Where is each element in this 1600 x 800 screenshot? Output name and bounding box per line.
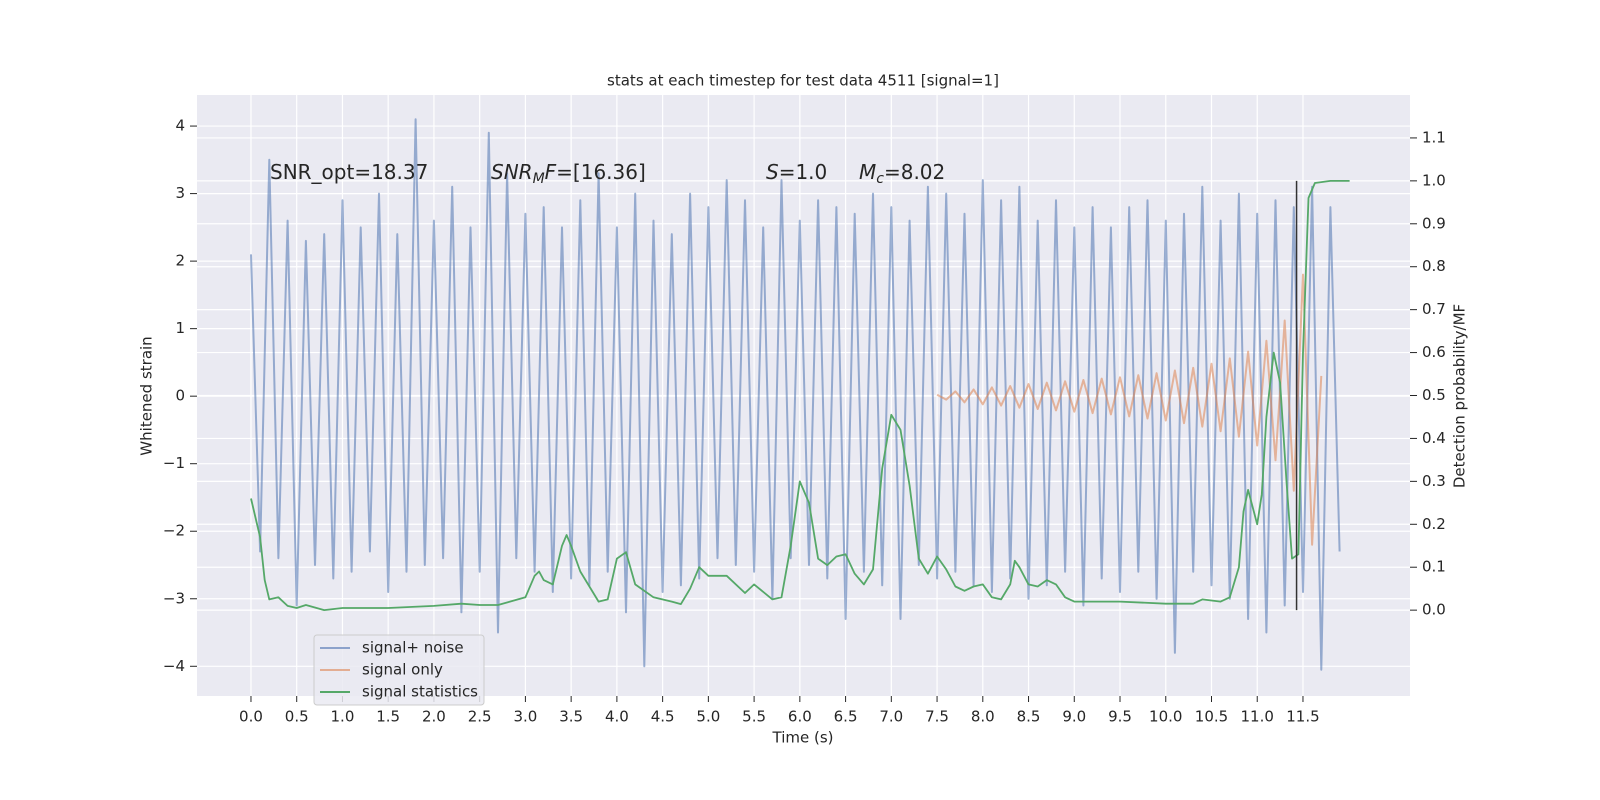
annotation-part: F [545, 160, 557, 184]
annotation-part: =1.0 [779, 160, 828, 184]
annotation-part: c [876, 171, 884, 187]
x-tick-label: 5.0 [696, 708, 720, 726]
x-tick-label: 10.5 [1195, 708, 1228, 726]
x-tick-label: 2.5 [468, 708, 492, 726]
annotation: Mc=8.02 [859, 160, 945, 188]
y-tick-label: 3 [175, 184, 185, 202]
y-tick-label: −2 [163, 522, 185, 540]
x-tick-label: 8.5 [1017, 708, 1041, 726]
legend-label: signal only [362, 661, 443, 679]
y2-tick-label: 0.0 [1422, 601, 1446, 619]
x-tick-label: 7.5 [925, 708, 949, 726]
x-tick-label: 3.0 [513, 708, 537, 726]
y2-axis-label: Detection probability/MF [1451, 304, 1469, 488]
x-tick-label: 0.0 [239, 708, 263, 726]
series-line [936, 273, 1323, 546]
annotation: SNRMF=[16.36] [491, 160, 646, 188]
x-tick-label: 5.5 [742, 708, 766, 726]
y2-tick-label: 0.7 [1422, 300, 1446, 318]
annotation-part: SNR [491, 160, 533, 184]
y2-tick-label: 0.5 [1422, 386, 1446, 404]
y2-tick-label: 0.6 [1422, 343, 1446, 361]
x-tick-label: 6.0 [788, 708, 812, 726]
x-tick-label: 2.0 [422, 708, 446, 726]
x-axis-label: Time (s) [772, 729, 834, 747]
y-axis-label: Whitened strain [138, 336, 156, 455]
x-tick-label: 1.5 [376, 708, 400, 726]
y-tick-label: 2 [175, 252, 185, 270]
y-tick-label: −3 [163, 589, 185, 607]
y2-tick-label: 0.4 [1422, 429, 1446, 447]
annotation-part: SNR_opt=18.37 [270, 160, 428, 184]
y-tick-label: 0 [175, 387, 185, 405]
x-tick-label: 10.0 [1149, 708, 1182, 726]
x-tick-label: 9.0 [1062, 708, 1086, 726]
y2-tick-label: 0.1 [1422, 558, 1446, 576]
annotation-part: =[16.36] [556, 160, 646, 184]
series-line [250, 118, 1341, 671]
y2-tick-label: 0.3 [1422, 472, 1446, 490]
x-tick-label: 0.5 [285, 708, 309, 726]
labels: 0.0 0.5 1.0 1.5 2.0 2.5 3.0 3.5 4.0 4.5 5.0 5.5 6.0 6… [163, 117, 1446, 726]
y2-tick-label: 0.9 [1422, 214, 1446, 232]
annotation: SNR_opt=18.37 [270, 160, 428, 184]
x-tick-label: 9.5 [1108, 708, 1132, 726]
series-line [250, 180, 1350, 611]
y-tick-label: −4 [163, 657, 185, 675]
chart-title: stats at each timestep for test data 451… [607, 72, 999, 90]
legend-label: signal+ noise [362, 639, 464, 657]
y2-tick-label: 0.8 [1422, 257, 1446, 275]
x-tick-label: 6.5 [834, 708, 858, 726]
x-tick-label: 7.0 [879, 708, 903, 726]
x-tick-label: 1.0 [331, 708, 355, 726]
x-tick-label: 11.5 [1286, 708, 1319, 726]
y-tick-label: 4 [175, 117, 185, 135]
annotation-part: M [533, 171, 545, 187]
y-tick-label: −1 [163, 454, 185, 472]
x-tick-label: 8.0 [971, 708, 995, 726]
x-tick-label: 4.0 [605, 708, 629, 726]
x-tick-label: 11.0 [1241, 708, 1274, 726]
annotation: S=1.0 [766, 160, 827, 184]
annotation-part: M [859, 160, 876, 184]
marks [250, 118, 1350, 671]
legend-label: signal statistics [362, 683, 478, 701]
legend: signal+ noise signal only signal statistic… [313, 634, 485, 706]
grid [197, 95, 1410, 696]
y-tick-label: 1 [175, 319, 185, 337]
y2-tick-label: 0.2 [1422, 515, 1446, 533]
y2-tick-label: 1.1 [1422, 128, 1446, 146]
y2-tick-label: 1.0 [1422, 171, 1446, 189]
annotation-part: S [766, 160, 779, 184]
x-tick-label: 4.5 [651, 708, 675, 726]
x-tick-label: 3.5 [559, 708, 583, 726]
annotation-part: =8.02 [884, 160, 945, 184]
legend-box [313, 634, 485, 706]
